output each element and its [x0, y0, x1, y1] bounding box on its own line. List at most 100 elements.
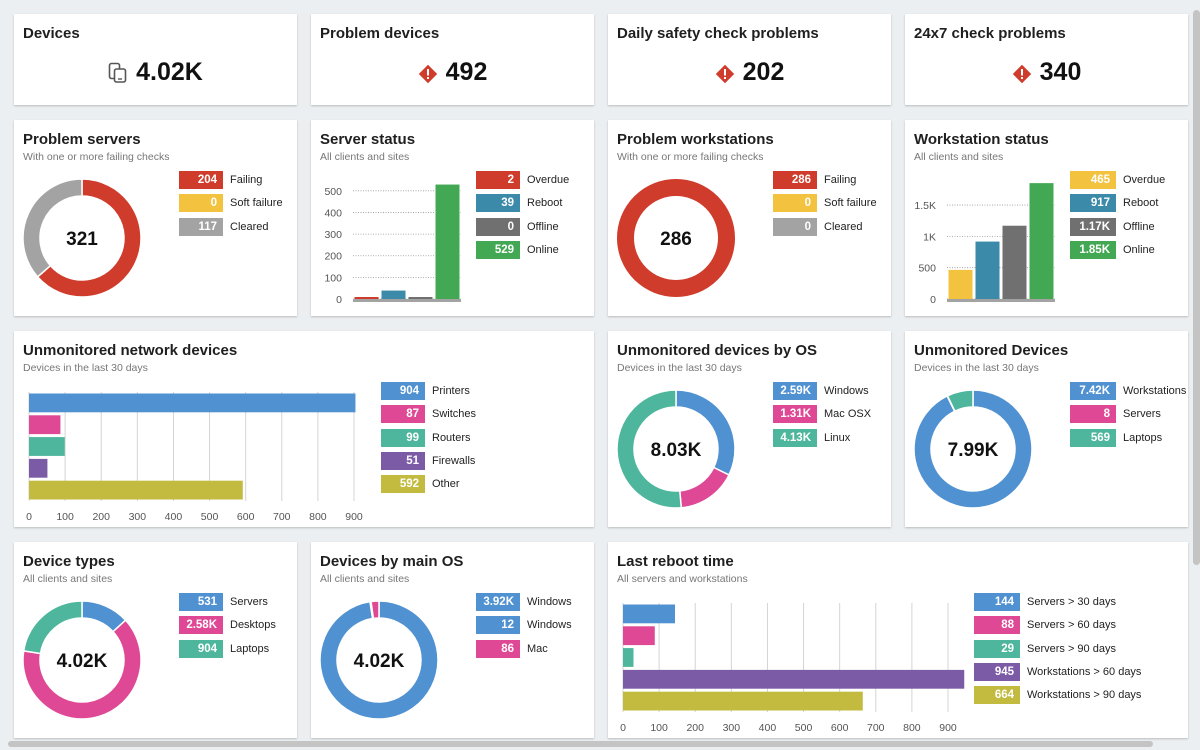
- bar[interactable]: [623, 648, 634, 667]
- donut-slice[interactable]: [22, 178, 83, 278]
- legend-item[interactable]: 0 Soft failure: [773, 194, 877, 213]
- donut-slice[interactable]: [913, 389, 1033, 509]
- legend-item[interactable]: 529 Online: [476, 240, 559, 259]
- devices-main-os-card[interactable]: Devices by main OS All clients and sites…: [311, 542, 594, 738]
- legend-item[interactable]: 88 Servers > 60 days: [974, 616, 1116, 635]
- donut-slice[interactable]: [319, 600, 439, 720]
- unmonitored-os-card[interactable]: Unmonitored devices by OS Devices in the…: [608, 331, 891, 527]
- kpi-value: 492: [445, 58, 488, 86]
- unmonitored-devices-card[interactable]: Unmonitored Devices Devices in the last …: [905, 331, 1188, 527]
- donut-center-value: 321: [66, 229, 98, 250]
- legend-item[interactable]: 144 Servers > 30 days: [974, 593, 1116, 611]
- bar[interactable]: [623, 669, 965, 689]
- bar[interactable]: [354, 297, 379, 299]
- legend-item[interactable]: 204 Failing: [179, 171, 262, 189]
- horizontal-scrollbar[interactable]: [8, 741, 1153, 747]
- legend-item[interactable]: 29 Servers > 90 days: [974, 639, 1116, 658]
- last-reboot-card[interactable]: Last reboot time All servers and worksta…: [608, 542, 1188, 738]
- device-types-card[interactable]: Device types All clients and sites 4.02K…: [14, 542, 297, 738]
- legend-item[interactable]: 3.92K Windows: [476, 593, 572, 611]
- legend-item[interactable]: 8 Servers: [1070, 405, 1161, 424]
- bar[interactable]: [975, 241, 1000, 299]
- legend-item[interactable]: 0 Soft failure: [179, 194, 283, 213]
- donut-center-value: 8.03K: [651, 440, 702, 461]
- legend-item[interactable]: 7.42K Workstations: [1070, 382, 1186, 400]
- legend-item[interactable]: 286 Failing: [773, 171, 856, 189]
- problem-workstations-card[interactable]: Problem workstations With one or more fa…: [608, 120, 891, 316]
- legend-item[interactable]: 917 Reboot: [1070, 194, 1159, 213]
- kpi-daily-safety-card[interactable]: Daily safety check problems 202: [608, 14, 891, 105]
- donut-slice[interactable]: [678, 466, 730, 509]
- legend-item[interactable]: 664 Workstations > 90 days: [974, 686, 1141, 705]
- kpi-24x7-card[interactable]: 24x7 check problems 340: [905, 14, 1188, 105]
- bar[interactable]: [1002, 225, 1027, 299]
- legend-item[interactable]: 87 Switches: [381, 405, 476, 424]
- bar[interactable]: [435, 184, 460, 299]
- card-subtitle: Devices in the last 30 days: [617, 362, 742, 374]
- legend-item[interactable]: 1.31K Mac OSX: [773, 405, 871, 424]
- bar[interactable]: [1029, 183, 1054, 299]
- legend-label: Windows: [527, 619, 572, 632]
- legend-item[interactable]: 1.85K Online: [1070, 240, 1155, 259]
- legend-item[interactable]: 86 Mac: [476, 639, 548, 658]
- legend-item[interactable]: 1.17K Offline: [1070, 217, 1155, 236]
- donut-slice[interactable]: [616, 389, 683, 509]
- legend-item[interactable]: 531 Servers: [179, 593, 268, 611]
- bar[interactable]: [29, 437, 65, 456]
- card-title: Unmonitored network devices: [23, 342, 238, 359]
- bar[interactable]: [623, 691, 863, 711]
- legend-item[interactable]: 99 Routers: [381, 428, 471, 447]
- legend-label: Routers: [432, 431, 471, 444]
- legend-item[interactable]: 2.58K Desktops: [179, 616, 276, 635]
- problem-servers-card[interactable]: Problem servers With one or more failing…: [14, 120, 297, 316]
- donut-slice[interactable]: [22, 619, 142, 720]
- legend-item[interactable]: 465 Overdue: [1070, 171, 1165, 189]
- legend-item[interactable]: 51 Firewalls: [381, 451, 475, 470]
- bar[interactable]: [623, 626, 655, 646]
- workstation-status-card[interactable]: Workstation status All clients and sites…: [905, 120, 1188, 316]
- y-tick-label: 1.5K: [914, 200, 936, 212]
- bar[interactable]: [29, 458, 48, 478]
- legend-item[interactable]: 12 Windows: [476, 616, 572, 635]
- card-subtitle: With one or more failing checks: [617, 151, 764, 163]
- legend-item[interactable]: 0 Cleared: [773, 217, 863, 236]
- legend-item[interactable]: 117 Cleared: [179, 217, 269, 236]
- donut-slice[interactable]: [22, 600, 83, 655]
- donut-slice[interactable]: [675, 389, 736, 476]
- card-title: 24x7 check problems: [914, 25, 1066, 42]
- server-status-card[interactable]: Server status All clients and sites 0 100…: [311, 120, 594, 316]
- legend-item[interactable]: 2.59K Windows: [773, 382, 869, 400]
- bar[interactable]: [381, 290, 406, 299]
- legend-item[interactable]: 2 Overdue: [476, 171, 569, 189]
- donut-slice[interactable]: [36, 178, 142, 298]
- legend-item[interactable]: 904 Laptops: [179, 639, 269, 658]
- legend-item[interactable]: 592 Other: [381, 475, 460, 494]
- y-tick-label: 0: [930, 294, 936, 306]
- bar[interactable]: [408, 297, 433, 299]
- legend-item[interactable]: 945 Workstations > 60 days: [974, 662, 1141, 681]
- donut-slice[interactable]: [370, 600, 380, 620]
- legend-item[interactable]: 39 Reboot: [476, 194, 562, 213]
- legend-item[interactable]: 0 Offline: [476, 217, 559, 236]
- bar[interactable]: [29, 393, 356, 413]
- card-title: Problem workstations: [617, 131, 774, 148]
- legend-value: 569: [1070, 428, 1116, 447]
- bar[interactable]: [29, 480, 243, 500]
- legend-item[interactable]: 904 Printers: [381, 382, 470, 400]
- bar[interactable]: [623, 604, 675, 624]
- donut-slice[interactable]: [617, 179, 735, 297]
- legend-value: 2.59K: [773, 382, 817, 400]
- bar[interactable]: [948, 269, 973, 299]
- unmonitored-network-card[interactable]: Unmonitored network devices Devices in t…: [14, 331, 594, 527]
- bar[interactable]: [29, 415, 61, 435]
- kpi-value-row: 492: [311, 58, 594, 87]
- x-tick-label: 400: [759, 722, 777, 734]
- legend-item[interactable]: 4.13K Linux: [773, 428, 850, 447]
- vertical-scrollbar[interactable]: [1193, 10, 1200, 565]
- legend-item[interactable]: 569 Laptops: [1070, 428, 1162, 447]
- legend-label: Reboot: [1123, 197, 1159, 210]
- donut-slice[interactable]: [946, 389, 974, 413]
- kpi-problem-devices-card[interactable]: Problem devices 492: [311, 14, 594, 105]
- unmonitored-network-bar-chart: 0 100 200 300 400 500 600 700 800 900: [26, 392, 363, 523]
- kpi-devices-card[interactable]: Devices 4.02K: [14, 14, 297, 105]
